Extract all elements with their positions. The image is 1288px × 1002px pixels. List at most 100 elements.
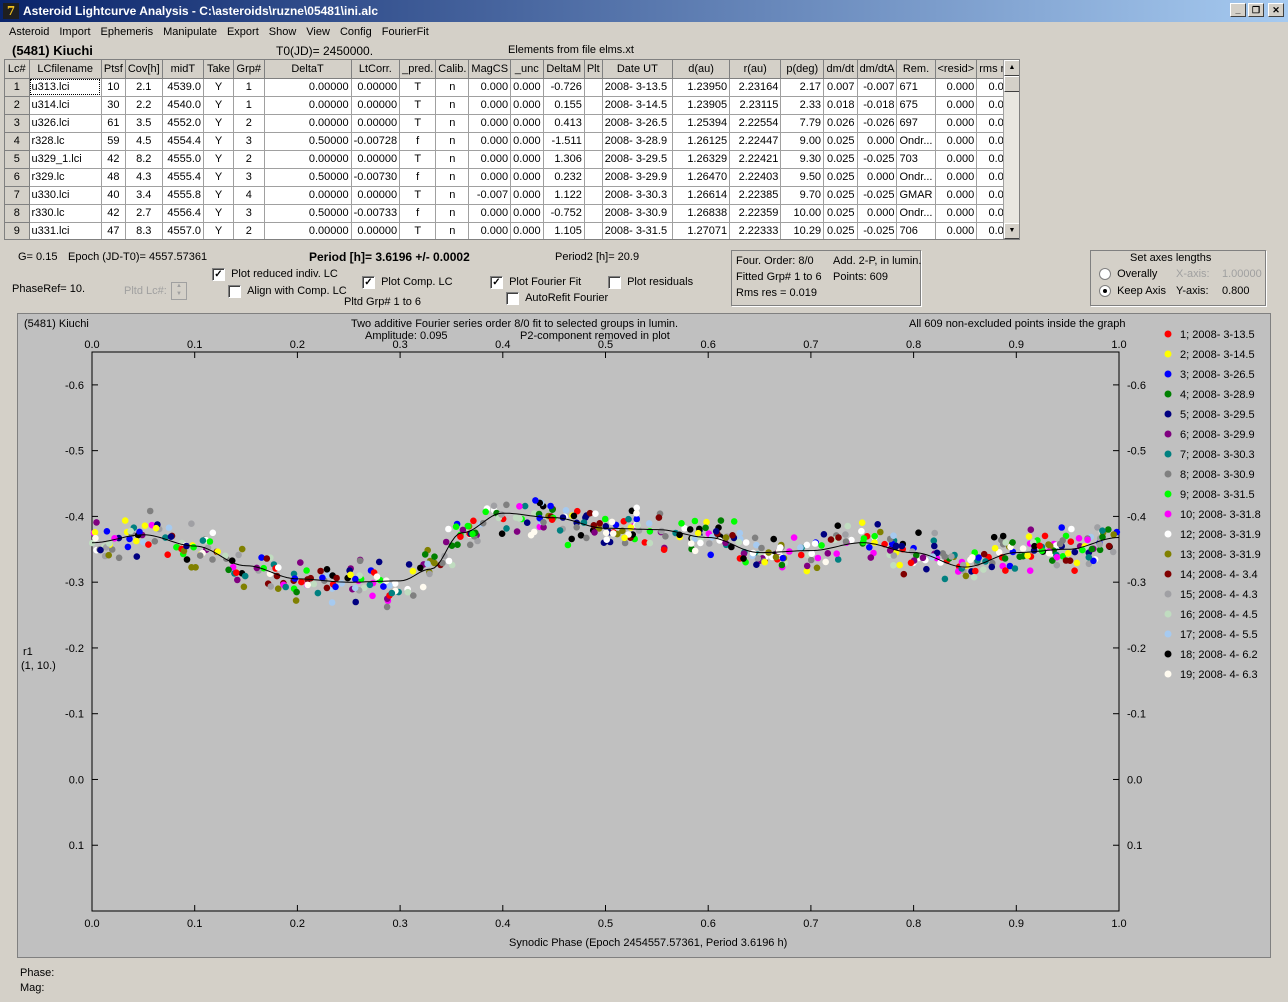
table-cell[interactable]: 2008- 3-26.5 [602, 114, 674, 133]
table-cell[interactable]: Y [203, 168, 235, 187]
table-cell[interactable]: 1.26838 [672, 204, 731, 223]
table-cell[interactable]: 3 [233, 204, 265, 223]
table-cell[interactable]: Y [203, 132, 235, 151]
table-cell[interactable]: 4552.0 [162, 114, 205, 133]
column-header[interactable]: d(au) [672, 60, 731, 79]
table-cell[interactable]: 2 [233, 114, 265, 133]
pltd-lc-spinner[interactable] [171, 282, 187, 300]
table-cell[interactable]: 2.23164 [729, 78, 782, 97]
table-cell[interactable]: 4.3 [125, 168, 163, 187]
table-cell[interactable]: 3.5 [125, 114, 163, 133]
table-cell[interactable]: -1.511 [543, 132, 585, 151]
table-cell[interactable]: 47 [101, 222, 126, 239]
table-cell[interactable]: 0.025 [823, 150, 858, 169]
table-cell[interactable]: 0.000 [935, 222, 978, 239]
table-cell[interactable]: 1.25394 [672, 114, 731, 133]
minimize-icon[interactable]: _ [1230, 3, 1246, 17]
table-cell[interactable]: 1.26329 [672, 150, 731, 169]
table-cell[interactable]: 10.00 [780, 204, 825, 223]
table-row[interactable]: 6 r329.lc 48 4.3 4555.4 Y 3 0.50000 -0.00730 f n 0.… [5, 168, 1019, 187]
table-cell[interactable]: 675 [896, 96, 936, 115]
scroll-up-icon[interactable]: ▲ [1004, 60, 1019, 76]
table-cell[interactable]: 4555.4 [162, 168, 205, 187]
yaxis-value[interactable]: 0.800 [1222, 285, 1250, 297]
table-cell[interactable]: 0.000 [468, 222, 512, 239]
table-cell[interactable]: 1 [5, 78, 30, 97]
table-cell[interactable]: 2008- 3-31.5 [602, 222, 674, 239]
table-cell[interactable]: 0.00000 [351, 78, 401, 97]
table-cell[interactable] [584, 168, 603, 187]
table-cell[interactable]: 1.23905 [672, 96, 731, 115]
table-cell[interactable]: 3 [233, 168, 265, 187]
pltd-grp-label[interactable]: Pltd Grp# 1 to 6 [344, 296, 422, 308]
column-header[interactable]: <resid> [935, 60, 978, 79]
table-cell[interactable]: 2.22333 [729, 222, 782, 239]
table-cell[interactable]: 2.22385 [729, 186, 782, 205]
column-header[interactable]: DeltaM [543, 60, 585, 79]
table-cell[interactable]: Y [203, 96, 235, 115]
table-cell[interactable]: 2 [233, 150, 265, 169]
table-cell[interactable]: 1.105 [543, 222, 585, 239]
table-cell[interactable]: 8.2 [125, 150, 163, 169]
align-comp-checkbox[interactable]: Align with Comp. LC [228, 285, 347, 298]
table-cell[interactable]: 706 [896, 222, 936, 239]
table-cell[interactable] [584, 186, 603, 205]
table-cell[interactable]: 6 [5, 168, 30, 187]
table-cell[interactable]: 4557.0 [162, 222, 205, 239]
table-cell[interactable]: n [435, 222, 470, 239]
table-cell[interactable]: 0.000 [935, 96, 978, 115]
table-cell[interactable]: T [399, 78, 437, 97]
table-cell[interactable]: 8 [5, 204, 30, 223]
table-cell[interactable]: 10 [101, 78, 126, 97]
table-cell[interactable]: 3 [5, 114, 30, 133]
table-cell[interactable]: 2008- 3-28.9 [602, 132, 674, 151]
table-cell[interactable]: n [435, 78, 470, 97]
table-cell[interactable]: 1.306 [543, 150, 585, 169]
table-cell[interactable]: 0.000 [935, 114, 978, 133]
table-cell[interactable]: r330.lc [29, 204, 102, 223]
close-icon[interactable]: ✕ [1268, 3, 1284, 17]
table-cell[interactable]: 2.22421 [729, 150, 782, 169]
table-cell[interactable]: -0.026 [857, 114, 898, 133]
table-cell[interactable]: 0.00000 [264, 150, 352, 169]
table-cell[interactable]: 2.22359 [729, 204, 782, 223]
table-cell[interactable]: 9 [5, 222, 30, 239]
table-cell[interactable]: 2 [233, 222, 265, 239]
table-cell[interactable]: 4540.0 [162, 96, 205, 115]
table-cell[interactable]: GMAR [896, 186, 936, 205]
table-cell[interactable]: 3 [233, 132, 265, 151]
scroll-down-icon[interactable]: ▼ [1004, 223, 1019, 239]
table-cell[interactable] [584, 204, 603, 223]
table-cell[interactable]: 9.50 [780, 168, 825, 187]
table-cell[interactable]: 0.00000 [351, 96, 401, 115]
table-cell[interactable]: u314.lci [29, 96, 102, 115]
plot-comp-checkbox[interactable]: ✓ Plot Comp. LC [362, 276, 453, 289]
table-cell[interactable]: 0.00000 [351, 222, 401, 239]
table-cell[interactable]: n [435, 114, 470, 133]
table-cell[interactable]: 0.000 [935, 132, 978, 151]
table-cell[interactable]: n [435, 150, 470, 169]
table-cell[interactable]: 0.50000 [264, 204, 352, 223]
menu-asteroid[interactable]: Asteroid [9, 25, 50, 38]
table-cell[interactable]: 5 [5, 150, 30, 169]
table-cell[interactable]: 2008- 3-30.9 [602, 204, 674, 223]
column-header[interactable]: Plt [584, 60, 603, 79]
column-header[interactable]: midT [162, 60, 205, 79]
table-cell[interactable]: T [399, 186, 437, 205]
table-cell[interactable]: 9.00 [780, 132, 825, 151]
table-cell[interactable]: n [435, 168, 470, 187]
table-cell[interactable]: n [435, 204, 470, 223]
table-cell[interactable]: 1.26125 [672, 132, 731, 151]
menu-export[interactable]: Export [226, 25, 259, 38]
lightcurve-table[interactable]: Lc# LCfilename Ptsf Cov[h] midT Take Grp# Delta… [4, 59, 1020, 240]
table-cell[interactable]: 2008- 3-13.5 [602, 78, 674, 97]
table-cell[interactable]: 1.122 [543, 186, 585, 205]
table-cell[interactable]: 2.22447 [729, 132, 782, 151]
table-cell[interactable]: 2008- 3-29.9 [602, 168, 674, 187]
table-cell[interactable]: 0.000 [510, 96, 544, 115]
table-cell[interactable]: 0.000 [510, 204, 544, 223]
table-cell[interactable] [584, 114, 603, 133]
